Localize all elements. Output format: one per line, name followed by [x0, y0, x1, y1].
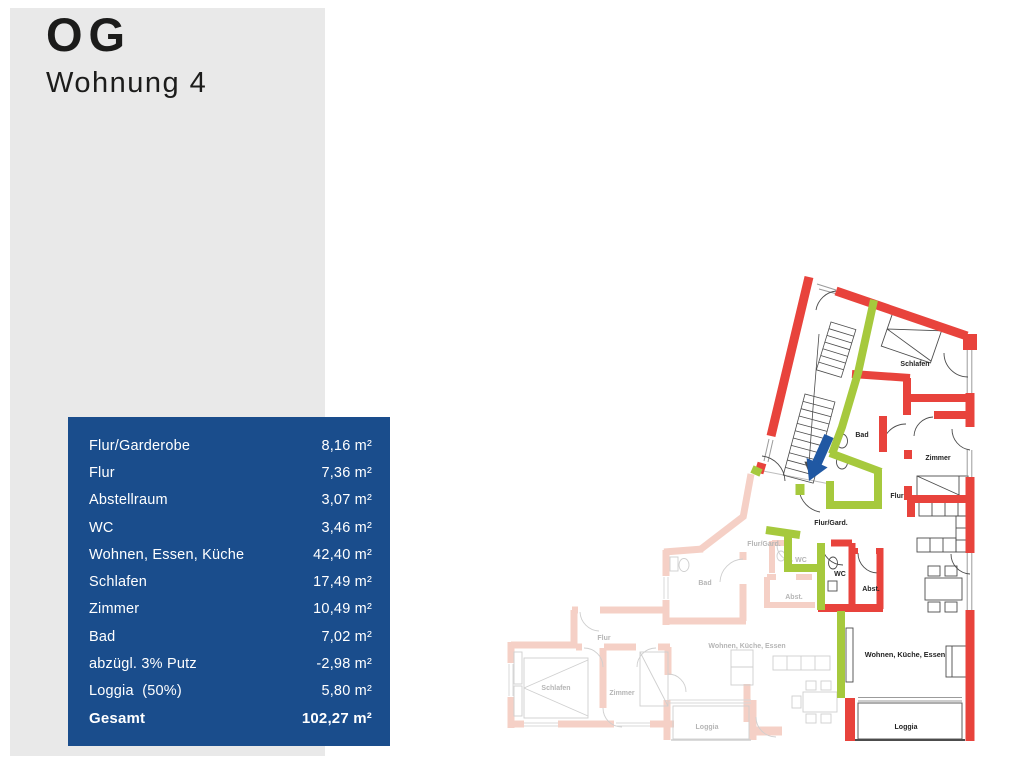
area-row-label: Abstellraum: [89, 492, 168, 509]
neighbor-label-zimmer: Zimmer: [609, 690, 635, 697]
area-row-label: Zimmer: [89, 601, 140, 618]
area-row-label: Bad: [89, 628, 116, 645]
floorplan: Schlafen Zimmer Bad Flur Flur/Gard. WC A…: [500, 260, 1028, 756]
room-label-loggia: Loggia: [895, 724, 918, 731]
area-row-label: Flur: [89, 464, 115, 481]
neighbor-label-flurgard: Flur/Gard.: [747, 541, 781, 548]
area-row: Wohnen, Essen, Küche 42,40 m²: [89, 541, 372, 568]
area-row-label: Schlafen: [89, 574, 148, 591]
area-row-value: 42,40 m²: [313, 546, 372, 563]
area-row: Schlafen 17,49 m²: [89, 568, 372, 595]
neighbor-label-wc: WC: [795, 557, 807, 564]
title-block: OG Wohnung 4: [46, 10, 207, 100]
room-label-bad: Bad: [855, 432, 868, 439]
neighbor-apartment-walls: [507, 473, 815, 740]
area-row-value: 7,02 m²: [321, 628, 372, 645]
neighbor-label-bad: Bad: [698, 580, 711, 587]
area-row: Flur/Garderobe 8,16 m²: [89, 432, 372, 459]
area-row-value: 3,46 m²: [321, 519, 372, 536]
area-row-value: 10,49 m²: [313, 601, 372, 618]
area-row-value: 5,80 m²: [321, 683, 372, 700]
area-row-label: abzügl. 3% Putz: [89, 656, 197, 673]
floorplan-svg: Schlafen Zimmer Bad Flur Flur/Gard. WC A…: [507, 275, 977, 741]
area-row-value: 7,36 m²: [321, 464, 372, 481]
area-row-label: Flur/Garderobe: [89, 437, 191, 454]
area-row-label: WC: [89, 519, 114, 536]
entrance-arrow-icon: [806, 433, 834, 481]
window-lines: [763, 283, 973, 702]
neighbor-label-wohnen: Wohnen, Küche, Essen: [708, 643, 785, 650]
area-row: Loggia (50%) 5,80 m²: [89, 678, 372, 705]
page-title: OG: [46, 8, 132, 61]
neighbor-label-loggia: Loggia: [696, 724, 719, 731]
apartment-details: [762, 311, 971, 741]
area-row-value: 102,27 m²: [301, 710, 372, 728]
area-row: Bad 7,02 m²: [89, 623, 372, 650]
area-row-value: 17,49 m²: [313, 574, 372, 591]
room-labels: Schlafen Zimmer Bad Flur Flur/Gard. WC A…: [541, 361, 951, 731]
room-label-flurgard: Flur/Gard.: [814, 520, 848, 527]
room-label-schlafen: Schlafen: [900, 361, 929, 368]
neighbor-label-schlafen: Schlafen: [541, 685, 570, 692]
room-label-wc: WC: [834, 571, 846, 578]
area-row: Zimmer 10,49 m²: [89, 596, 372, 623]
area-table-rows: Flur/Garderobe 8,16 m² Flur 7,36 m² Abstellr…: [89, 432, 372, 732]
area-row-value: 8,16 m²: [321, 437, 372, 454]
area-row: abzügl. 3% Putz -2,98 m²: [89, 650, 372, 677]
area-row: Flur 7,36 m²: [89, 459, 372, 486]
area-row-value: 3,07 m²: [321, 492, 372, 509]
room-label-abst: Abst.: [862, 586, 880, 593]
neighbor-apartment-details: [513, 544, 838, 741]
area-row-label: Loggia (50%): [89, 683, 182, 700]
area-row: WC 3,46 m²: [89, 514, 372, 541]
neighbor-label-abst: Abst.: [785, 594, 803, 601]
room-label-flur: Flur: [890, 493, 903, 500]
room-label-zimmer: Zimmer: [925, 455, 951, 462]
area-row-value: -2,98 m²: [316, 656, 372, 673]
area-row: Abstellraum 3,07 m²: [89, 487, 372, 514]
neighbor-label-flur: Flur: [597, 635, 610, 642]
apartment-partition-walls-green: [750, 299, 883, 698]
page-subtitle: Wohnung 4: [46, 67, 208, 100]
room-label-wohnen: Wohnen, Küche, Essen: [865, 650, 946, 659]
area-table: Flur/Garderobe 8,16 m² Flur 7,36 m² Abstellr…: [68, 417, 390, 746]
area-row: Gesamt 102,27 m²: [89, 705, 372, 732]
area-row-label: Gesamt: [89, 710, 146, 728]
area-row-label: Wohnen, Essen, Küche: [89, 546, 245, 563]
neighbor-window-lines: [508, 577, 751, 727]
